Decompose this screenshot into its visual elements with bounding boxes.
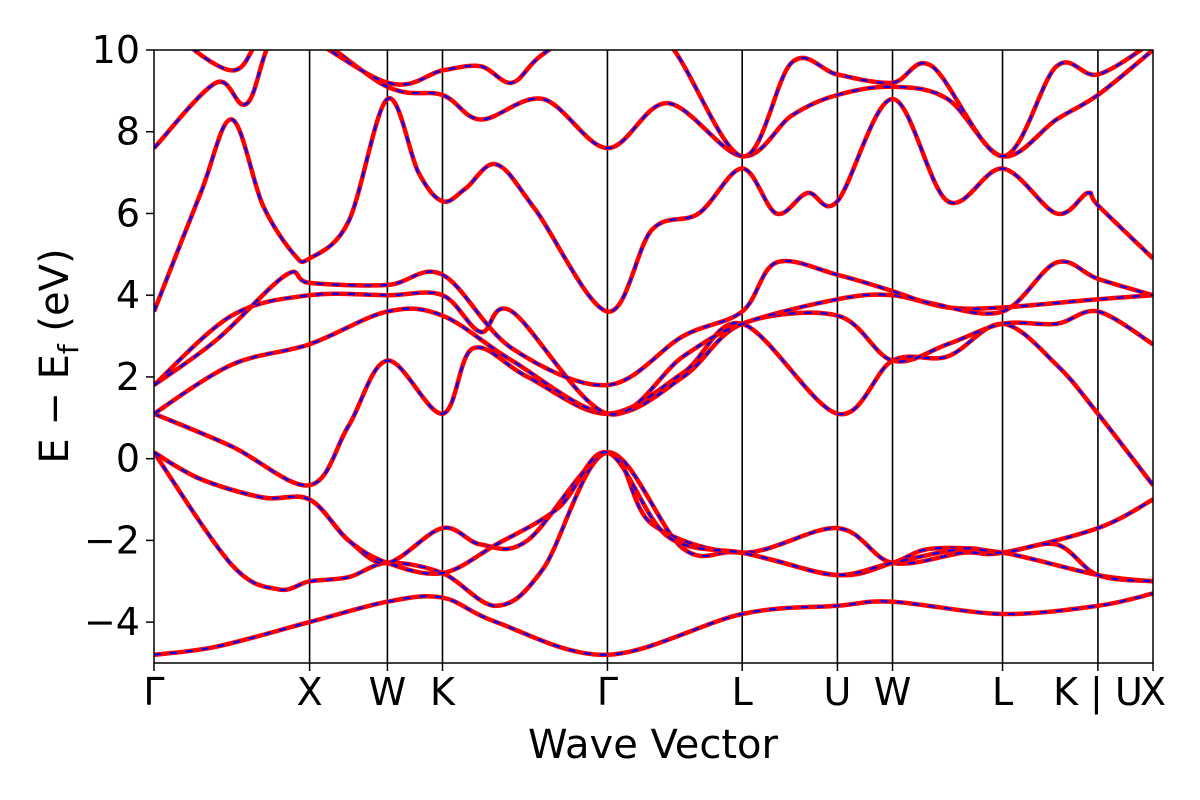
band-line-dashed (154, 259, 1153, 387)
x-tick-label: Γ (143, 670, 164, 714)
x-axis-label: Wave Vector (528, 722, 779, 768)
plot-frame (153, 49, 1154, 664)
x-tick-label: U (824, 670, 852, 714)
band-line-dashed (192, 50, 1143, 158)
y-ticks: −4 −2 0 2 4 6 8 10 (84, 28, 154, 644)
y-tick-label: 10 (92, 28, 140, 72)
x-tick-label: K (430, 670, 456, 714)
band-series (154, 50, 1153, 658)
x-tick-label: X (297, 670, 323, 714)
y-axis-label-sub: f (52, 343, 85, 354)
y-axis-label-unit: (eV) (32, 248, 78, 344)
y-tick-label: −2 (84, 518, 140, 562)
y-axis-label: E − Ef (eV) (32, 248, 85, 463)
band-line-solid (154, 591, 1153, 658)
y-tick-label: 4 (116, 273, 140, 317)
y-tick-label: 2 (116, 355, 140, 399)
x-tick-label: L (732, 670, 753, 714)
y-tick-label: 6 (116, 191, 140, 235)
x-tick-label: W (369, 670, 407, 714)
band-line-solid (154, 450, 1153, 584)
y-tick-label: 0 (116, 437, 140, 481)
band-line-dashed (154, 307, 1153, 415)
band-line-solid (154, 450, 1153, 609)
x-tick-label: X (1140, 670, 1166, 714)
y-tick-label: 8 (116, 110, 140, 154)
y-tick-label: −4 (84, 600, 140, 644)
x-tick-label: K | U (1053, 670, 1143, 715)
x-tick-label: W (874, 670, 912, 714)
x-tick-label: Γ (597, 670, 618, 714)
x-tick-label: L (992, 670, 1013, 714)
y-axis-label-main: E − E (32, 354, 78, 464)
band-line-dashed (154, 97, 1153, 313)
